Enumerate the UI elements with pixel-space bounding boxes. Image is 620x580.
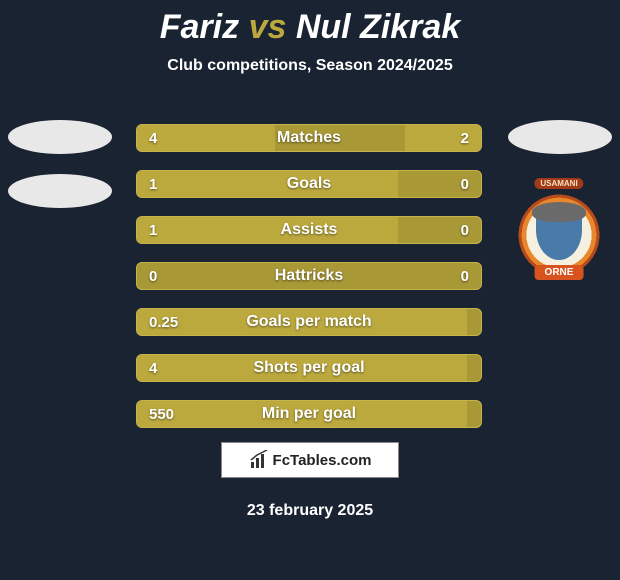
brand-text: FcTables.com bbox=[273, 452, 372, 469]
player1-club-placeholder bbox=[8, 174, 112, 208]
stat-row: 10Goals bbox=[136, 170, 482, 198]
club-badge-banner-text: ORNE bbox=[535, 265, 584, 280]
player2-name: Nul Zikrak bbox=[296, 8, 460, 46]
left-avatars bbox=[8, 120, 112, 228]
stat-label: Matches bbox=[137, 125, 481, 151]
stat-rows: 42Matches 10Goals 10Assists 00Hattricks 0.25… bbox=[136, 124, 482, 446]
right-avatars bbox=[508, 120, 612, 174]
stat-row: 550Min per goal bbox=[136, 400, 482, 428]
stat-row: 00Hattricks bbox=[136, 262, 482, 290]
subtitle: Club competitions, Season 2024/2025 bbox=[0, 57, 620, 75]
comparison-title: Fariz vs Nul Zikrak bbox=[0, 0, 620, 47]
stat-row: 42Matches bbox=[136, 124, 482, 152]
stat-label: Goals bbox=[137, 171, 481, 197]
vs-text: vs bbox=[249, 8, 287, 46]
player1-name: Fariz bbox=[160, 8, 239, 46]
footer-date: 23 february 2025 bbox=[0, 502, 620, 520]
stat-label: Min per goal bbox=[137, 401, 481, 427]
player2-avatar-placeholder bbox=[508, 120, 612, 154]
chart-icon bbox=[249, 450, 269, 470]
stat-label: Shots per goal bbox=[137, 355, 481, 381]
player1-avatar-placeholder bbox=[8, 120, 112, 154]
stat-row: 0.25Goals per match bbox=[136, 308, 482, 336]
stat-label: Hattricks bbox=[137, 263, 481, 289]
brand-badge: FcTables.com bbox=[221, 442, 399, 478]
stat-row: 4Shots per goal bbox=[136, 354, 482, 382]
player2-club-badge: USAMANI ORNE bbox=[504, 180, 614, 290]
club-badge-top-text: USAMANI bbox=[534, 178, 583, 189]
stat-label: Goals per match bbox=[137, 309, 481, 335]
stat-label: Assists bbox=[137, 217, 481, 243]
stat-row: 10Assists bbox=[136, 216, 482, 244]
